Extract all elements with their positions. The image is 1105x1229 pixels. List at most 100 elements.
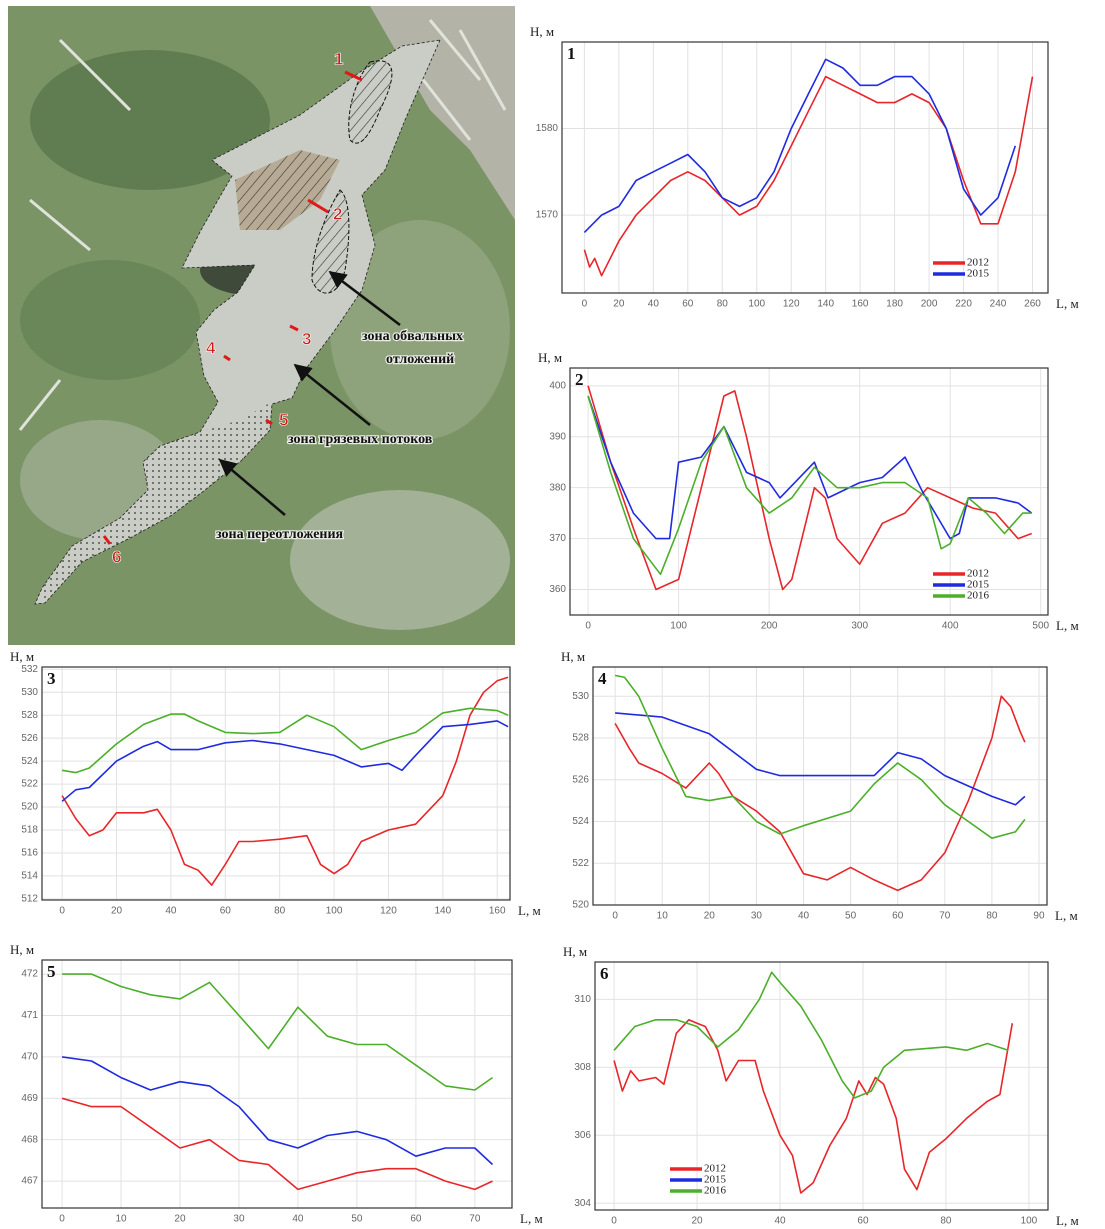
- x-tick-label: 30: [751, 911, 763, 922]
- y-tick-label: 524: [21, 756, 38, 767]
- y-tick-label: 400: [549, 380, 566, 391]
- x-tick-label: 200: [761, 621, 778, 632]
- y-tick-label: 526: [21, 733, 38, 744]
- panel-number: 1: [567, 44, 576, 63]
- panel-number: 3: [47, 669, 56, 688]
- y-tick-label: 308: [574, 1062, 591, 1073]
- plot-frame: [562, 42, 1048, 293]
- profile-number: 5: [279, 410, 288, 429]
- y-tick-label: 524: [572, 816, 589, 827]
- y-tick-label: 1580: [536, 123, 559, 134]
- y-axis-label: H, м: [538, 350, 562, 365]
- x-axis-label: L, м: [1055, 908, 1078, 923]
- y-axis-label: H, м: [10, 649, 34, 664]
- zone-label: зона обвальных: [362, 329, 463, 344]
- x-tick-label: 70: [939, 911, 951, 922]
- y-tick-label: 530: [21, 687, 38, 698]
- x-tick-label: 260: [1024, 299, 1041, 310]
- y-tick-label: 530: [572, 691, 589, 702]
- y-tick-label: 468: [21, 1134, 38, 1145]
- x-tick-label: 300: [851, 621, 868, 632]
- legend-label: 2015: [967, 268, 990, 280]
- meadow: [290, 490, 510, 630]
- x-tick-label: 200: [921, 299, 938, 310]
- y-tick-label: 471: [21, 1010, 38, 1021]
- zone-label: зона переотложения: [216, 527, 344, 542]
- y-tick-label: 522: [572, 858, 589, 869]
- x-tick-label: 0: [585, 621, 591, 632]
- y-tick-label: 518: [21, 825, 38, 836]
- x-tick-label: 40: [165, 906, 177, 917]
- y-tick-label: 360: [549, 584, 566, 595]
- x-tick-label: 500: [1032, 621, 1049, 632]
- x-axis-label: L, м: [1056, 618, 1079, 633]
- x-tick-label: 100: [670, 621, 687, 632]
- x-tick-label: 60: [410, 1214, 422, 1225]
- y-axis-label: H, м: [10, 942, 34, 957]
- x-axis-label: L, м: [520, 1211, 543, 1226]
- x-tick-label: 50: [845, 911, 857, 922]
- x-tick-label: 0: [59, 1214, 65, 1225]
- x-tick-label: 0: [59, 906, 65, 917]
- x-tick-label: 80: [940, 1216, 952, 1227]
- x-tick-label: 100: [748, 299, 765, 310]
- x-tick-label: 140: [434, 906, 451, 917]
- x-tick-label: 60: [892, 911, 904, 922]
- x-tick-label: 140: [817, 299, 834, 310]
- x-tick-label: 120: [783, 299, 800, 310]
- x-tick-label: 220: [955, 299, 972, 310]
- x-tick-label: 100: [326, 906, 343, 917]
- zone-label: зона грязевых потоков: [288, 432, 433, 447]
- x-tick-label: 40: [798, 911, 810, 922]
- x-tick-label: 40: [292, 1214, 304, 1225]
- legend-label: 2016: [967, 590, 990, 602]
- y-tick-label: 370: [549, 533, 566, 544]
- plot-frame: [593, 667, 1047, 905]
- x-tick-label: 10: [115, 1214, 127, 1225]
- x-axis-label: L, м: [1056, 296, 1079, 311]
- figure: 1 2 3 4 5 6 зона обвальных отложений зон…: [0, 0, 1105, 1229]
- y-tick-label: 469: [21, 1093, 38, 1104]
- y-tick-label: 532: [21, 664, 38, 675]
- x-tick-label: 70: [469, 1214, 481, 1225]
- y-tick-label: 304: [574, 1198, 591, 1209]
- x-tick-label: 90: [1033, 911, 1045, 922]
- x-tick-label: 160: [489, 906, 506, 917]
- legend-label: 2016: [704, 1185, 727, 1197]
- x-tick-label: 0: [611, 1216, 617, 1227]
- zone-label: отложений: [386, 352, 454, 367]
- x-tick-label: 80: [274, 906, 286, 917]
- x-tick-label: 120: [380, 906, 397, 917]
- x-axis-label: L, м: [1056, 1213, 1079, 1228]
- profile-number: 2: [333, 204, 342, 223]
- y-tick-label: 526: [572, 774, 589, 785]
- x-tick-label: 40: [648, 299, 660, 310]
- forest: [20, 260, 200, 380]
- x-tick-label: 20: [111, 906, 123, 917]
- y-tick-label: 512: [21, 893, 38, 904]
- y-axis-label: H, м: [563, 944, 587, 959]
- plot-frame: [42, 667, 510, 900]
- x-tick-label: 30: [233, 1214, 245, 1225]
- y-tick-label: 528: [21, 710, 38, 721]
- x-tick-label: 20: [691, 1216, 703, 1227]
- profile-number: 4: [206, 338, 216, 357]
- x-tick-label: 40: [774, 1216, 786, 1227]
- y-tick-label: 522: [21, 779, 38, 790]
- profile-number: 3: [302, 329, 311, 348]
- panel-number: 2: [575, 370, 584, 389]
- x-tick-label: 400: [942, 621, 959, 632]
- x-tick-label: 50: [351, 1214, 363, 1225]
- profile-number: 1: [334, 49, 343, 68]
- x-tick-label: 60: [682, 299, 694, 310]
- panel-number: 5: [47, 962, 56, 981]
- panel-number: 6: [600, 964, 609, 983]
- y-tick-label: 514: [21, 871, 38, 882]
- x-tick-label: 160: [852, 299, 869, 310]
- y-tick-label: 380: [549, 482, 566, 493]
- y-tick-label: 1570: [536, 210, 559, 221]
- x-tick-label: 0: [612, 911, 618, 922]
- x-tick-label: 10: [657, 911, 669, 922]
- y-tick-label: 520: [572, 900, 589, 911]
- x-tick-label: 60: [220, 906, 232, 917]
